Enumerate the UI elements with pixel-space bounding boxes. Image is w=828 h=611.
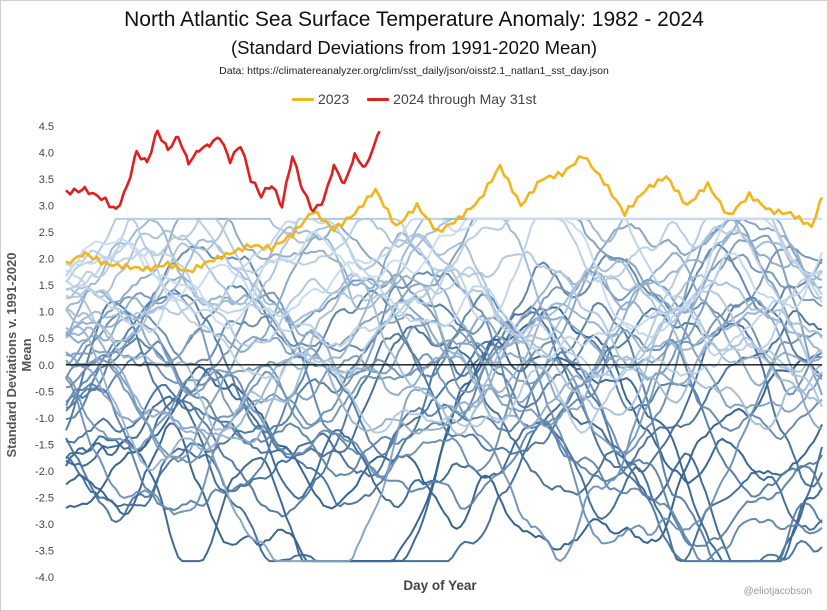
series-line-background-year [65, 259, 823, 436]
series-line-background-year [65, 397, 823, 563]
series-line-background-year [65, 274, 823, 472]
series-line-background-year [65, 337, 823, 563]
series-line-background-year [65, 250, 823, 408]
legend-item-2024: 2024 through May 31st [367, 91, 536, 107]
data-source-note: Data: https://climatereanalyzer.org/clim… [219, 65, 609, 77]
series-line-background-year [65, 217, 823, 376]
series-line-background-year [65, 217, 822, 330]
y-tick-label: 1.5 [39, 280, 54, 292]
series-line-background-year [65, 284, 823, 563]
y-tick-label: -1.5 [35, 439, 54, 451]
series-line-background-year [65, 217, 823, 404]
y-tick-label: 1.0 [39, 307, 54, 319]
y-tick-label: -4.0 [35, 572, 54, 584]
legend-label-2023: 2023 [318, 91, 350, 107]
chart-subtitle: (Standard Deviations from 1991-2020 Mean… [230, 37, 598, 58]
series-line-2023 [65, 155, 824, 274]
y-tick-label: 4.0 [39, 148, 54, 160]
series-line-background-year [65, 288, 823, 498]
y-tick-label: 2.5 [39, 227, 54, 239]
y-tick-label: -2.5 [35, 492, 54, 504]
y-tick-label: 4.5 [39, 121, 54, 133]
series-line-background-year [65, 217, 823, 434]
legend-label-2024: 2024 through May 31st [393, 91, 537, 107]
series-line-background-year [65, 247, 823, 381]
series-line-background-year [65, 217, 823, 444]
series-line-background-year [65, 305, 823, 478]
y-tick-label: 3.5 [39, 174, 54, 186]
legend: 2023 2024 through May 31st [292, 89, 554, 109]
legend-swatch-2023 [292, 97, 314, 101]
series-line-background-year [65, 301, 823, 478]
y-tick-label: -0.5 [35, 386, 54, 398]
legend-swatch-2024 [367, 97, 390, 101]
series-line-background-year [65, 217, 823, 331]
y-axis-label: Standard Deviations v. 1991-2020 Mean [4, 252, 34, 458]
y-tick-label: -2.0 [35, 466, 54, 478]
watermark: @eliotjacobson [743, 586, 812, 597]
series-line-background-year [65, 217, 823, 360]
chart-title: North Atlantic Sea Surface Temperature A… [124, 8, 704, 31]
series-line-2024 [65, 129, 381, 213]
y-tick-label: -1.0 [35, 413, 54, 425]
series-line-background-year [65, 217, 823, 373]
legend-item-2023: 2023 [292, 91, 349, 107]
series-line-background-year [65, 289, 823, 548]
y-tick-label: -3.5 [35, 545, 54, 557]
series-line-background-year [65, 245, 823, 563]
y-tick-label: 0.0 [39, 360, 54, 372]
y-tick-label: 3.0 [39, 201, 54, 213]
y-tick-label: -3.0 [35, 519, 54, 531]
x-axis-label: Day of Year [403, 578, 477, 593]
series-line-background-year [65, 217, 823, 416]
y-tick-label: 2.0 [39, 254, 54, 266]
y-tick-label: 0.5 [39, 333, 54, 345]
